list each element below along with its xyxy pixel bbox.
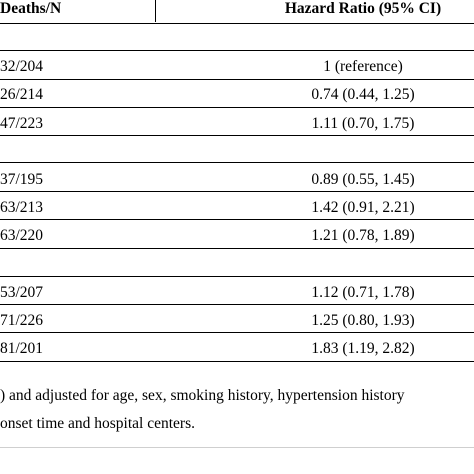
hazard-ratio-cell: 1.42 (0.91, 2.21)	[311, 199, 415, 216]
footnote-rule	[0, 447, 474, 448]
hazard-ratio-cell: 0.74 (0.44, 1.25)	[311, 86, 415, 103]
deaths-cell: 63/220	[0, 227, 44, 244]
group-top-rule	[0, 276, 474, 277]
row-rule	[0, 135, 474, 136]
hazard-ratio-cell: 1.83 (1.19, 2.82)	[311, 340, 415, 357]
footnote-line-2: onset time and hospital centers.	[0, 415, 195, 432]
row-rule	[0, 304, 474, 305]
deaths-cell: 37/195	[0, 171, 44, 188]
deaths-cell: 32/204	[0, 58, 44, 75]
deaths-cell: 26/214	[0, 86, 44, 103]
hazard-ratio-cell: 1.11 (0.70, 1.75)	[311, 115, 415, 132]
row-rule	[0, 79, 474, 80]
deaths-cell: 71/226	[0, 312, 44, 329]
hazard-ratio-cell: 1.25 (0.80, 1.93)	[311, 312, 415, 329]
hazard-ratio-column-header: Hazard Ratio (95% CI)	[284, 0, 442, 17]
row-rule	[0, 107, 474, 108]
group-top-rule	[0, 50, 474, 51]
deaths-cell: 63/213	[0, 199, 44, 216]
deaths-cell: 53/207	[0, 284, 44, 301]
header-rule	[0, 23, 474, 24]
hazard-ratio-cell: 1.21 (0.78, 1.89)	[311, 227, 415, 244]
column-divider	[155, 0, 156, 22]
hazard-ratio-cell: 0.89 (0.55, 1.45)	[311, 171, 415, 188]
deaths-cell: 81/201	[0, 340, 44, 357]
row-rule	[0, 248, 474, 249]
deaths-column-header: Deaths/N	[0, 0, 62, 17]
row-rule	[0, 191, 474, 192]
group-top-rule	[0, 162, 474, 163]
row-rule	[0, 219, 474, 220]
row-rule	[0, 332, 474, 333]
footnote-line-1: ) and adjusted for age, sex, smoking his…	[0, 387, 405, 404]
deaths-cell: 47/223	[0, 115, 44, 132]
hazard-ratio-cell: 1.12 (0.71, 1.78)	[311, 284, 415, 301]
table-bottom-rule	[0, 361, 474, 362]
hazard-ratio-cell: 1 (reference)	[323, 58, 403, 75]
